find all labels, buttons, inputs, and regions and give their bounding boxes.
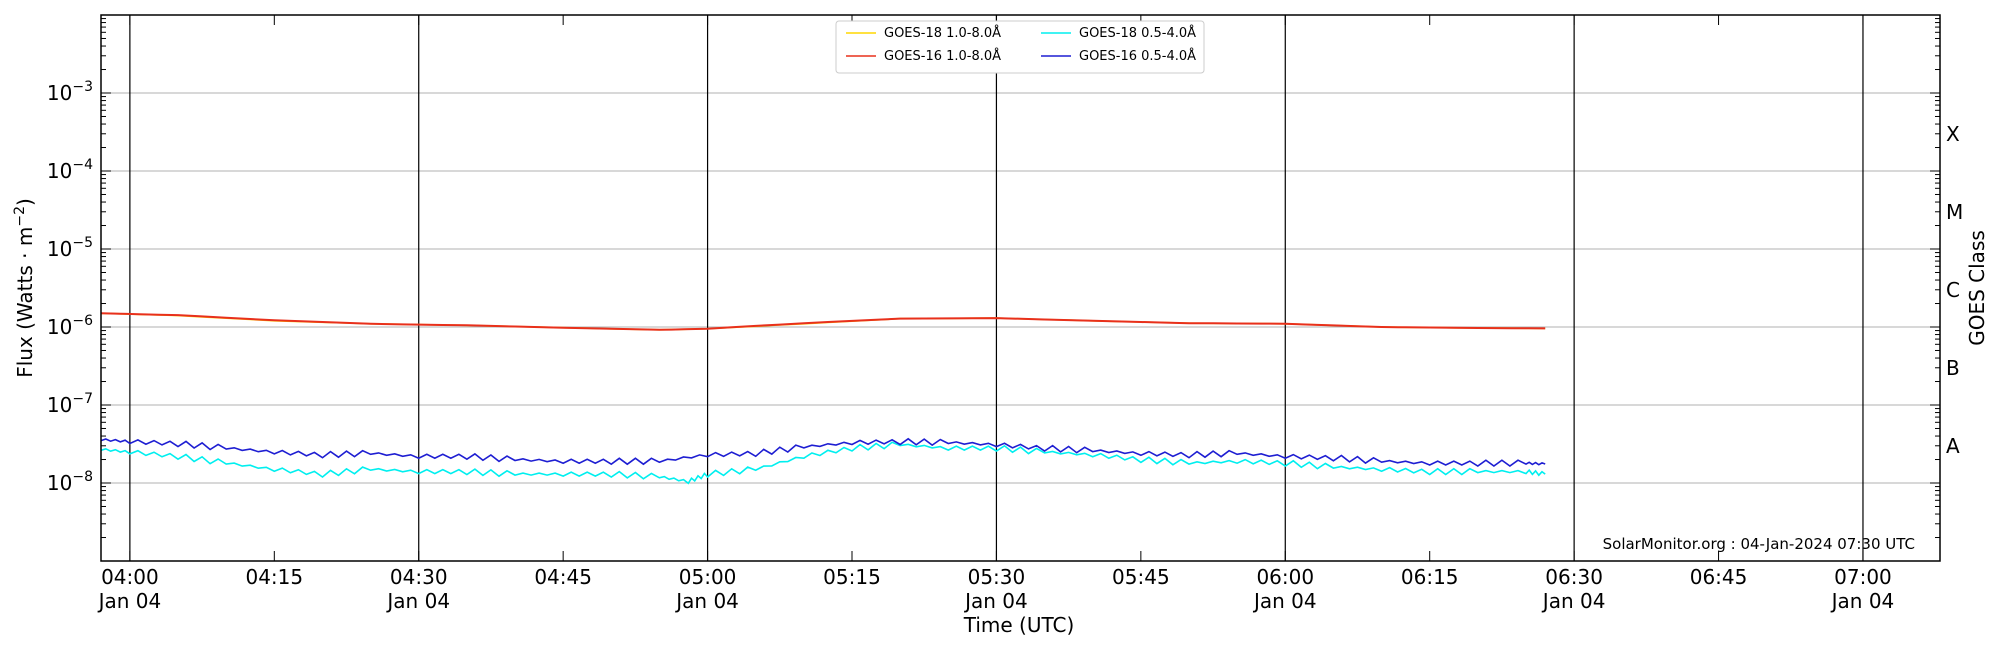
x-tick-time: 06:30 bbox=[1545, 565, 1603, 589]
series-line-3 bbox=[100, 441, 1546, 485]
goes-class-C: C bbox=[1946, 278, 1960, 302]
goes-class-labels: A B C M X bbox=[1946, 122, 1963, 458]
x-tick-time: 06:15 bbox=[1401, 565, 1459, 589]
x-tick-date: Jan 04 bbox=[385, 589, 450, 613]
x-tick-date: Jan 04 bbox=[1830, 589, 1895, 613]
x-tick-time: 04:45 bbox=[534, 565, 592, 589]
y-tick-exponent: −4 bbox=[72, 157, 93, 173]
x-tick-time: 04:15 bbox=[245, 565, 303, 589]
x-tick-date: Jan 04 bbox=[97, 589, 162, 613]
x-tick-time: 07:00 bbox=[1834, 565, 1892, 589]
x-tick-time: 05:00 bbox=[679, 565, 737, 589]
y-tick-exponent: −3 bbox=[72, 79, 93, 95]
x-tick-time: 05:45 bbox=[1112, 565, 1170, 589]
goes-class-B: B bbox=[1946, 356, 1960, 380]
y-tick-label: 10−7 bbox=[47, 391, 93, 417]
y-tick-label: 10−4 bbox=[47, 157, 93, 183]
goes-class-X: X bbox=[1946, 122, 1960, 146]
x-axis-title: Time (UTC) bbox=[963, 613, 1075, 637]
legend-box bbox=[835, 20, 1205, 74]
y-tick-label: 10−5 bbox=[47, 235, 93, 261]
y-tick-exponent: −6 bbox=[72, 313, 93, 329]
legend-label: GOES-16 1.0-8.0Å bbox=[884, 48, 1001, 64]
y-tick-base: 10 bbox=[47, 81, 72, 105]
y-tick-exponent: −7 bbox=[72, 391, 93, 407]
y-tick-base: 10 bbox=[47, 315, 72, 339]
y-tick-exponent: −5 bbox=[72, 235, 93, 251]
y-tick-label: 10−3 bbox=[47, 79, 93, 105]
legend-label: GOES-18 0.5-4.0Å bbox=[1079, 25, 1196, 41]
y-axis-title-sup: −2 bbox=[12, 206, 28, 227]
y-tick-base: 10 bbox=[47, 159, 72, 183]
y-tick-exponent: −8 bbox=[72, 469, 93, 485]
y-tick-label: 10−8 bbox=[47, 469, 93, 495]
date-vertical-lines bbox=[129, 15, 1864, 561]
x-tick-time: 05:15 bbox=[823, 565, 881, 589]
solarmonitor-annotation: SolarMonitor.org : 04-Jan-2024 07:30 UTC bbox=[1603, 535, 1915, 553]
axis-ticks bbox=[101, 15, 1940, 562]
series-lines bbox=[100, 312, 1546, 485]
x-tick-date: Jan 04 bbox=[963, 589, 1028, 613]
x-tick-time: 04:00 bbox=[101, 565, 159, 589]
x-tick-time: 05:30 bbox=[968, 565, 1026, 589]
right-axis-title: GOES Class bbox=[1965, 230, 1989, 346]
series-line-4 bbox=[100, 437, 1546, 467]
x-tick-date: Jan 04 bbox=[674, 589, 739, 613]
goes-class-A: A bbox=[1946, 434, 1960, 458]
series-line-2 bbox=[100, 312, 1546, 331]
plot-frame bbox=[100, 14, 1941, 562]
x-tick-time: 06:00 bbox=[1256, 565, 1314, 589]
gridlines bbox=[101, 92, 1940, 484]
x-tick-date: Jan 04 bbox=[1252, 589, 1317, 613]
legend: GOES-18 1.0-8.0Å GOES-16 1.0-8.0Å GOES-18 … bbox=[835, 20, 1205, 74]
y-axis-title: Flux (Watts · m−2) bbox=[12, 198, 37, 378]
y-tick-label: 10−6 bbox=[47, 313, 93, 339]
x-tick-date: Jan 04 bbox=[1541, 589, 1606, 613]
y-tick-base: 10 bbox=[47, 237, 72, 261]
x-tick-time: 06:45 bbox=[1690, 565, 1748, 589]
y-axis-title-main: Flux (Watts · m bbox=[13, 227, 37, 378]
legend-label: GOES-18 1.0-8.0Å bbox=[884, 25, 1001, 41]
y-tick-labels: 10−810−710−610−510−410−3 bbox=[47, 79, 93, 495]
x-tick-time: 04:30 bbox=[390, 565, 448, 589]
y-axis-title-close: ) bbox=[13, 198, 37, 206]
legend-label: GOES-16 0.5-4.0Å bbox=[1079, 48, 1196, 64]
y-tick-base: 10 bbox=[47, 393, 72, 417]
goes-class-M: M bbox=[1946, 200, 1963, 224]
y-tick-base: 10 bbox=[47, 471, 72, 495]
